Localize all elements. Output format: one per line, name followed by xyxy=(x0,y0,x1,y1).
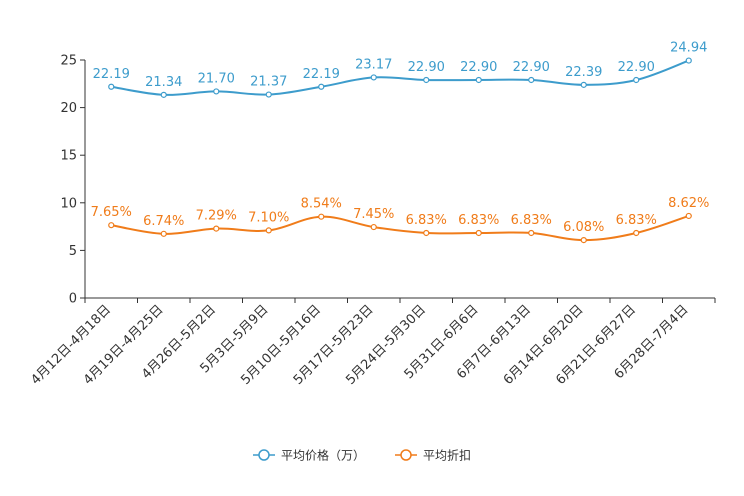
data-label: 21.37 xyxy=(250,75,287,90)
data-label: 21.70 xyxy=(198,71,235,86)
data-point xyxy=(423,76,430,84)
data-point xyxy=(265,91,272,98)
data-label: 6.83% xyxy=(458,213,499,228)
data-label: 8.54% xyxy=(301,197,342,212)
data-label: 7.10% xyxy=(248,210,289,225)
data-label: 7.45% xyxy=(353,207,394,222)
y-tick-label: 10 xyxy=(60,196,77,211)
data-point xyxy=(423,229,430,237)
data-point xyxy=(370,74,377,81)
data-label: 21.34 xyxy=(145,75,182,90)
data-label: 22.90 xyxy=(513,60,550,75)
data-label: 22.19 xyxy=(303,67,340,82)
data-label: 22.90 xyxy=(460,60,497,75)
data-label: 8.62% xyxy=(668,196,709,211)
data-point xyxy=(318,83,325,90)
data-label: 7.65% xyxy=(91,205,132,220)
data-point xyxy=(108,222,115,229)
data-label: 6.83% xyxy=(406,213,447,228)
data-point xyxy=(528,229,535,237)
data-label: 6.08% xyxy=(563,220,604,235)
series-line-2 xyxy=(111,214,690,242)
data-point xyxy=(318,213,325,220)
data-point xyxy=(685,57,692,64)
data-label: 23.17 xyxy=(355,57,392,72)
data-point xyxy=(633,76,640,84)
data-point xyxy=(160,91,167,98)
data-label: 22.19 xyxy=(93,67,130,82)
y-tick-label: 15 xyxy=(60,149,77,164)
data-label: 22.90 xyxy=(618,60,655,75)
data-point xyxy=(633,229,640,237)
data-point xyxy=(160,230,167,237)
y-tick-label: 0 xyxy=(69,292,77,307)
data-point xyxy=(475,229,482,237)
data-label: 7.29% xyxy=(196,209,237,224)
data-point xyxy=(475,76,482,84)
data-point xyxy=(685,212,692,220)
legend-label-2[interactable]: 平均折扣 xyxy=(423,448,471,463)
data-point xyxy=(528,76,535,84)
series-line-1 xyxy=(111,59,690,96)
data-label: 22.39 xyxy=(565,65,602,80)
data-point xyxy=(108,83,115,90)
y-tick-label: 25 xyxy=(60,54,77,69)
legend-marker-2 xyxy=(400,449,412,461)
data-point xyxy=(213,225,220,232)
data-label: 22.90 xyxy=(408,60,445,75)
data-point xyxy=(213,88,220,95)
data-point xyxy=(265,227,272,234)
legend-marker-1 xyxy=(258,449,270,461)
data-point xyxy=(580,81,587,88)
y-tick-label: 20 xyxy=(60,101,77,116)
y-tick-label: 5 xyxy=(69,244,77,259)
data-point xyxy=(580,237,587,244)
data-label: 6.83% xyxy=(511,213,552,228)
legend-label-1[interactable]: 平均价格（万） xyxy=(281,448,365,463)
data-label: 24.94 xyxy=(670,41,707,56)
data-label: 6.74% xyxy=(143,214,184,229)
data-label: 6.83% xyxy=(616,213,657,228)
data-point xyxy=(370,223,377,231)
